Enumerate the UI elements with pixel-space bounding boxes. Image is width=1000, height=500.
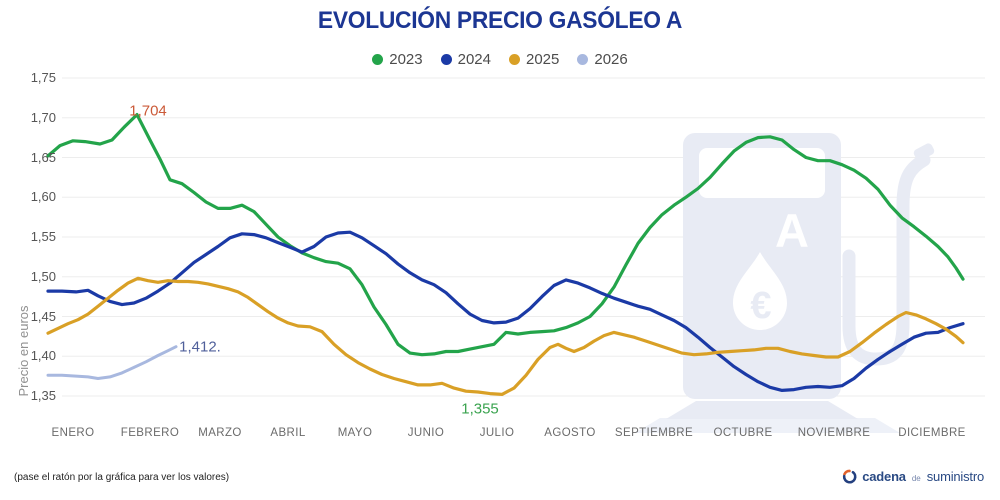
hover-hint-text: (pase el ratón por la gráfica para ver l…: [14, 472, 230, 483]
watermark-hose: [842, 199, 910, 366]
x-axis-month-diciembre: DICIEMBRE: [898, 427, 966, 439]
x-axis: ENERO FEBRERO MARZO ABRIL MAYO JUNIO JULIO AGOS…: [0, 427, 1000, 443]
brand-word-cadena: cadena: [862, 469, 906, 484]
x-axis-month-mayo: MAYO: [337, 427, 373, 439]
legend-dot-icon: [577, 54, 589, 65]
watermark-base: [666, 401, 858, 419]
watermark-platform: [635, 418, 900, 433]
series-line-2023[interactable]: [46, 112, 965, 357]
legend-label: 2025: [526, 51, 560, 68]
legend-label: 2024: [457, 51, 491, 68]
y-axis-tick-label: 1,45: [30, 308, 56, 324]
legend-item-2026[interactable]: 2026: [577, 51, 628, 68]
fuel-pump-watermark-icon: A €: [635, 133, 935, 433]
y-axis-tick-label: 1,65: [30, 149, 56, 165]
watermark-letter: A: [775, 204, 809, 257]
x-axis-month-noviembre: NOVIEMBRE: [797, 427, 871, 439]
page-title: EVOLUCIÓN PRECIO GASÓLEO A: [317, 7, 683, 34]
y-axis-tick-label: 1,40: [30, 348, 56, 364]
legend-dot-icon: [372, 54, 384, 65]
x-axis-month-julio: JULIO: [479, 427, 515, 439]
legend-item-2025[interactable]: 2025: [509, 51, 559, 68]
legend-dot-icon: [440, 54, 452, 65]
brand-word-de: de: [911, 474, 921, 483]
legend-item-2023[interactable]: 2023: [372, 51, 423, 68]
value-annotation: 1,704: [129, 102, 167, 120]
x-axis-month-febrero: FEBRERO: [120, 427, 180, 439]
legend-item-2024[interactable]: 2024: [440, 51, 491, 68]
series-group: [46, 112, 965, 396]
y-axis-tick-label: 1,75: [30, 70, 56, 85]
watermark-pump-screen: [699, 148, 825, 198]
value-annotation: 1,412.: [179, 338, 221, 356]
legend-dot-icon: [509, 54, 520, 65]
y-axis-title: Precio en euros: [16, 305, 31, 397]
chart-legend: 2023 2024 2025 2026: [0, 51, 1000, 68]
brand-swirl-icon: [843, 469, 857, 484]
y-axis-tick-label: 1,70: [30, 109, 56, 125]
watermark-droplet-icon: [733, 252, 787, 330]
x-axis-month-octubre: OCTUBRE: [713, 427, 773, 439]
x-axis-month-septiembre: SEPTIEMBRE: [614, 427, 694, 439]
x-axis-month-agosto: AGOSTO: [544, 427, 596, 439]
series-line-2024[interactable]: [46, 230, 965, 392]
legend-label: 2023: [389, 51, 423, 68]
watermark-euro-icon: €: [750, 285, 771, 327]
series-line-2026[interactable]: [46, 345, 178, 380]
x-axis-month-marzo: MARZO: [198, 427, 242, 439]
x-axis-month-enero: ENERO: [51, 427, 95, 439]
x-axis-month-abril: ABRIL: [270, 427, 306, 439]
watermark-nozzle: [896, 153, 931, 213]
brand-word-suministro: suministro: [926, 469, 984, 484]
watermark-nozzle-handle: [913, 143, 935, 161]
value-annotation: 1,355: [461, 400, 499, 418]
legend-label: 2026: [594, 51, 628, 68]
brand-logo[interactable]: cadena de suministro: [842, 469, 984, 484]
y-axis-tick-label: 1,60: [30, 189, 56, 205]
y-axis-tick-label: 1,35: [30, 388, 56, 403]
y-axis-tick-label: 1,55: [30, 229, 56, 244]
x-axis-month-junio: JUNIO: [407, 427, 445, 439]
series-line-2025[interactable]: [46, 276, 965, 396]
y-axis-tick-label: 1,50: [30, 268, 56, 284]
